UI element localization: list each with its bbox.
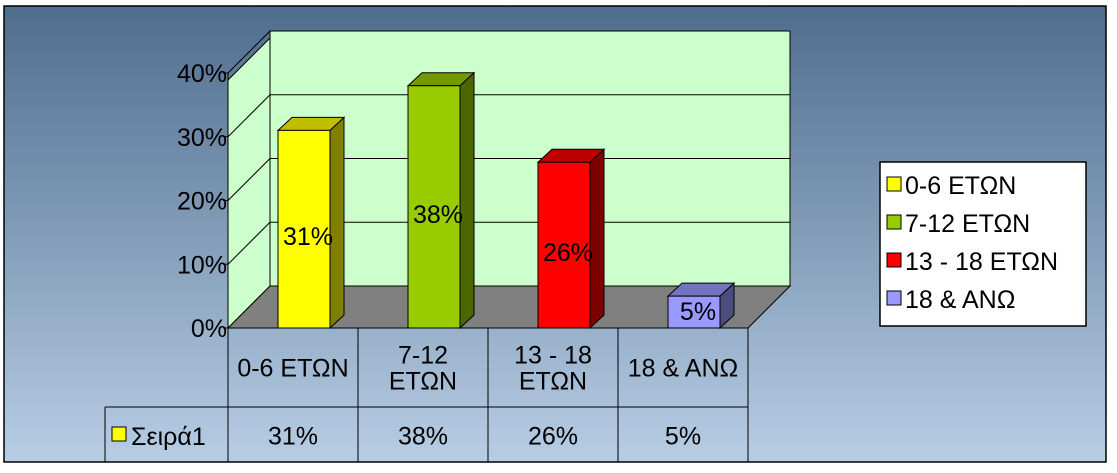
gridline-side [227, 94, 271, 138]
table-value-2: 38% [398, 423, 448, 451]
legend-label-3: 13 - 18 ΕΤΩΝ [905, 248, 1058, 276]
legend-label-2: 7-12 ΕΤΩΝ [905, 210, 1030, 238]
y-tick-label: 40% [177, 60, 227, 88]
plot-side-wall [227, 36, 271, 330]
x-tick-label-3: ΕΤΩΝ [519, 368, 587, 396]
table-value-1: 31% [268, 423, 318, 451]
y-tick-label: 30% [177, 124, 227, 152]
x-tick-label-1: 0-6 ΕΤΩΝ [237, 355, 348, 383]
data-label-2: 38% [413, 201, 463, 229]
bar-2 [407, 85, 461, 329]
bar-1 [277, 129, 331, 329]
data-label-3: 26% [543, 239, 593, 267]
y-tick-label: 10% [177, 251, 227, 279]
x-tick-label-2: 7-12 [398, 342, 448, 370]
table-series-swatch [111, 426, 127, 442]
gridline-side [227, 158, 271, 201]
y-tick-label: 0% [191, 315, 227, 343]
x-tick-label-4: 18 & ΑΝΩ [628, 355, 738, 383]
bar-3 [537, 161, 591, 329]
legend-swatch-2 [886, 214, 902, 230]
legend-box [879, 161, 1087, 327]
x-tick-label-3: 13 - 18 [514, 342, 592, 370]
y-tick-label: 20% [177, 188, 227, 216]
table-value-3: 26% [528, 423, 578, 451]
legend-swatch-3 [886, 252, 902, 268]
data-label-4: 5% [680, 298, 716, 326]
legend-swatch-1 [886, 176, 902, 192]
gridline-side [227, 221, 271, 265]
bar-4 [667, 295, 721, 329]
legend-swatch-4 [886, 290, 902, 306]
data-label-1: 31% [283, 223, 333, 251]
gridline-side [227, 30, 271, 74]
table-value-4: 5% [665, 423, 701, 451]
legend-label-1: 0-6 ΕΤΩΝ [905, 172, 1016, 200]
x-tick-label-2: ΕΤΩΝ [389, 368, 457, 396]
table-series-label: Σειρά1 [131, 423, 206, 451]
legend-label-4: 18 & ΑΝΩ [905, 286, 1015, 314]
